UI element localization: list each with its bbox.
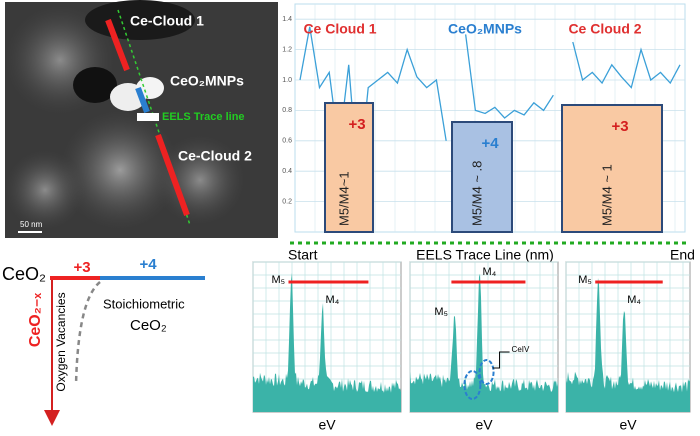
micrograph <box>5 0 278 238</box>
m4-label: M₄ <box>326 294 340 306</box>
trace-line <box>572 41 681 89</box>
m4-label: M₄ <box>483 266 497 278</box>
y-tick-label: 1.2 <box>282 46 292 53</box>
stoich-label: Stoichiometric <box>103 296 185 311</box>
state-box <box>324 102 374 233</box>
ratio-label: M5/M4 ~ .8 <box>469 161 484 226</box>
x-label: eV <box>318 417 336 433</box>
y-tick-label: 0.8 <box>282 107 292 114</box>
y-tick-label: 0.2 <box>282 198 292 205</box>
spectrum <box>566 277 690 412</box>
spectrum-panel: M₅ M₄ eV CeIV <box>409 261 559 433</box>
region-label: Ce Cloud 2 <box>568 21 641 37</box>
m5-label: M₅ <box>434 306 448 318</box>
y-tick-label: 1.0 <box>282 77 292 84</box>
region-label: CeO₂MNPs <box>448 21 522 37</box>
micro-label: EELS Trace line <box>162 111 245 123</box>
spectrum <box>410 273 558 412</box>
y-tick-label: 1.4 <box>282 16 292 23</box>
axis-start: Start <box>288 247 318 263</box>
micro-label: Ce-Cloud 2 <box>178 148 252 164</box>
spectrum <box>253 272 401 412</box>
axis-title: EELS Trace Line (nm) <box>416 247 554 263</box>
state-box <box>561 104 663 233</box>
trace-line <box>464 34 554 119</box>
ratio-label: M5/M4 ~ 1 <box>599 164 614 226</box>
region-label: Ce Cloud 1 <box>303 21 376 37</box>
vacancy-label: Oxygen Vacancies <box>54 292 68 391</box>
x-label: eV <box>619 417 637 433</box>
micro-label: CeO₂MNPs <box>170 73 244 89</box>
m5-label: M₅ <box>271 274 285 286</box>
highlight <box>463 370 482 400</box>
micro-label: Ce-Cloud 1 <box>130 13 204 29</box>
state-label: +4 <box>481 135 499 152</box>
spectrum-panel: M₅ M₄ eV <box>252 261 402 433</box>
m4-label: M₄ <box>627 294 641 306</box>
state-label: +4 <box>139 256 157 273</box>
trace-line <box>299 26 447 187</box>
annotation: CeIV <box>512 345 530 354</box>
y-tick-label: 0.6 <box>282 138 292 145</box>
m5-label: M₅ <box>578 274 592 286</box>
state-label: +3 <box>611 118 628 135</box>
scale-bar: 50 nm <box>20 220 43 229</box>
x-label: eV <box>475 417 493 433</box>
highlight <box>478 359 495 385</box>
axis-end: End <box>670 247 695 263</box>
ratio-label: M5/M4~1 <box>336 171 351 226</box>
state-label: +3 <box>73 259 90 276</box>
spectrum-panel: M₅ M₄ eV <box>565 261 691 433</box>
y-tick-label: 0.4 <box>282 168 292 175</box>
state-box <box>451 121 513 233</box>
stoich-formula: CeO₂ <box>130 317 167 334</box>
formula: CeO₂ <box>2 264 46 284</box>
state-label: +3 <box>348 116 365 133</box>
pointer <box>492 351 510 369</box>
vacancy-formula: CeO₂₋ₓ <box>27 293 44 347</box>
